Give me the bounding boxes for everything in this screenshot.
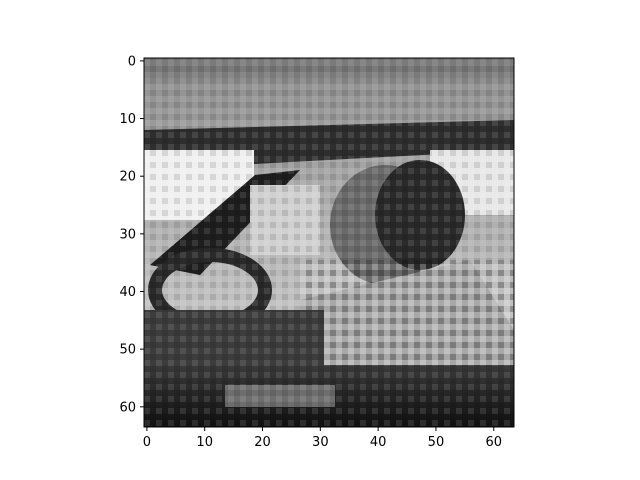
y-tick-label: 0 — [128, 54, 136, 69]
y-axis: 0 10 20 30 40 50 60 — [119, 54, 144, 415]
x-tick-label: 30 — [312, 435, 329, 450]
y-tick-label: 30 — [119, 227, 136, 242]
x-tick-label: 10 — [196, 435, 213, 450]
x-tick-label: 40 — [370, 435, 387, 450]
image-content — [144, 58, 514, 427]
x-tick-label: 50 — [428, 435, 445, 450]
x-axis: 0 10 20 30 40 50 60 — [143, 427, 502, 450]
y-tick-label: 40 — [119, 285, 136, 300]
image-texture — [144, 58, 514, 427]
y-tick-label: 10 — [119, 112, 136, 127]
axes-frame — [143, 57, 515, 428]
x-tick-label: 0 — [143, 435, 151, 450]
x-tick-label: 60 — [485, 435, 502, 450]
x-tick-label: 20 — [254, 435, 271, 450]
y-tick-label: 50 — [119, 343, 136, 358]
y-tick-label: 20 — [119, 170, 136, 185]
y-tick-label: 60 — [119, 400, 136, 415]
